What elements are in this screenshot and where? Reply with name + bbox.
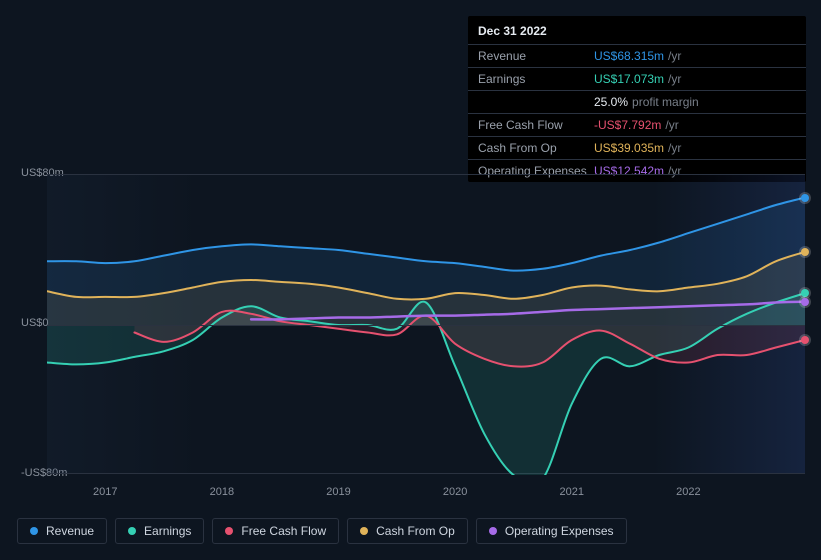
series-end-marker — [801, 289, 809, 297]
legend-item-free-cash-flow[interactable]: Free Cash Flow — [212, 518, 339, 544]
tooltip-row: Cash From OpUS$39.035m/yr — [468, 136, 806, 159]
legend-item-earnings[interactable]: Earnings — [115, 518, 204, 544]
tooltip-row-unit: /yr — [668, 72, 681, 86]
tooltip-row-unit: /yr — [665, 118, 678, 132]
legend-label: Earnings — [144, 524, 191, 538]
legend-dot-icon — [225, 527, 233, 535]
x-axis-label: 2017 — [93, 486, 117, 498]
tooltip-row-unit: profit margin — [632, 95, 699, 109]
legend-dot-icon — [489, 527, 497, 535]
tooltip-date: Dec 31 2022 — [468, 16, 806, 44]
tooltip-row-value: US$68.315m — [594, 49, 664, 63]
legend-item-operating-expenses[interactable]: Operating Expenses — [476, 518, 627, 544]
y-axis-label: US$0 — [21, 317, 49, 329]
legend-item-cash-from-op[interactable]: Cash From Op — [347, 518, 468, 544]
legend-label: Revenue — [46, 524, 94, 538]
tooltip-panel: Dec 31 2022 RevenueUS$68.315m/yrEarnings… — [468, 16, 806, 182]
tooltip-row-value: -US$7.792m — [594, 118, 661, 132]
legend-label: Operating Expenses — [505, 524, 614, 538]
chart-plot-area — [47, 174, 805, 474]
zero-gridline — [47, 325, 805, 326]
series-end-marker — [801, 336, 809, 344]
tooltip-row-label: Cash From Op — [478, 141, 594, 155]
tooltip-row: RevenueUS$68.315m/yr — [468, 44, 806, 67]
x-axis-label: 2021 — [560, 486, 584, 498]
legend-dot-icon — [128, 527, 136, 535]
tooltip-row: 25.0% profit margin — [468, 90, 806, 113]
legend: Revenue Earnings Free Cash Flow Cash From O… — [17, 518, 627, 544]
series-end-marker — [801, 298, 809, 306]
tooltip-row-unit: /yr — [668, 141, 681, 155]
series-end-marker — [801, 194, 809, 202]
tooltip-row-value: US$17.073m — [594, 72, 664, 86]
tooltip-row-label: Revenue — [478, 49, 594, 63]
tooltip-row-value: US$39.035m — [594, 141, 664, 155]
tooltip-row: Free Cash Flow-US$7.792m/yr — [468, 113, 806, 136]
x-axis-label: 2018 — [210, 486, 234, 498]
chart-container: US$80mUS$0-US$80m 2017201820192020202120… — [17, 160, 805, 480]
legend-item-revenue[interactable]: Revenue — [17, 518, 107, 544]
tooltip-row-label: Free Cash Flow — [478, 118, 594, 132]
legend-label: Free Cash Flow — [241, 524, 326, 538]
x-axis-labels: 2017 2018 2019 2020 2021 2022 — [47, 486, 805, 502]
legend-dot-icon — [360, 527, 368, 535]
tooltip-row-label: Earnings — [478, 72, 594, 86]
legend-label: Cash From Op — [376, 524, 455, 538]
tooltip-row-value: 25.0% — [594, 95, 628, 109]
tooltip-row-unit: /yr — [668, 49, 681, 63]
series-end-marker — [801, 248, 809, 256]
x-axis-label: 2020 — [443, 486, 467, 498]
x-axis-label: 2019 — [326, 486, 350, 498]
x-axis-label: 2022 — [676, 486, 700, 498]
legend-dot-icon — [30, 527, 38, 535]
tooltip-row: EarningsUS$17.073m/yr — [468, 67, 806, 90]
